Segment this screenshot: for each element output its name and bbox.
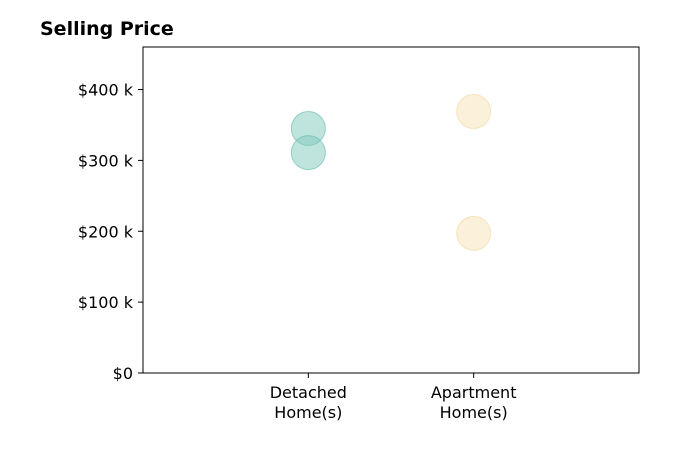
data-points	[290, 93, 492, 251]
y-tick-label: $300 k	[78, 151, 134, 170]
plot-frame	[142, 46, 640, 374]
y-tick-label: $100 k	[78, 293, 134, 312]
x-tick-label: Apartment	[431, 383, 517, 402]
data-point	[456, 93, 492, 129]
y-axis: $0 $100 k $200 k $300 k $400 k	[78, 81, 143, 383]
x-tick-label: Home(s)	[274, 403, 342, 422]
y-tick-label: $400 k	[78, 81, 134, 100]
data-point	[456, 215, 492, 251]
chart-title: Selling Price	[40, 18, 174, 40]
x-tick-label: Home(s)	[440, 403, 508, 422]
data-point	[290, 135, 326, 171]
y-tick-label: $0	[113, 364, 133, 383]
x-tick-label: Detached	[270, 383, 347, 402]
y-tick-label: $200 k	[78, 222, 134, 241]
